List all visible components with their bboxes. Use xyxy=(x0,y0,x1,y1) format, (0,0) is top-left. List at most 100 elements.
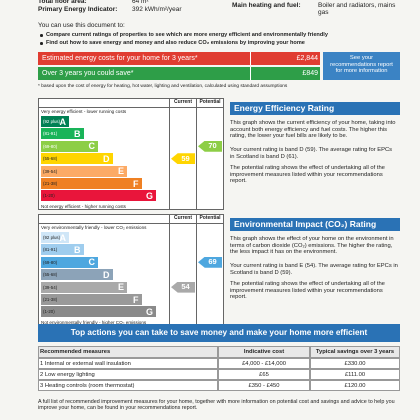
band-letter: D xyxy=(103,269,110,280)
property-label: Primary Energy Indicator: xyxy=(38,6,118,13)
table-cell xyxy=(38,346,218,358)
intro-bullet: Compare current ratings of properties to… xyxy=(46,32,328,38)
table-cell xyxy=(310,369,400,380)
table-header: Typical savings over 3 years xyxy=(315,348,395,355)
rating-paragraph: This graph shows the effect of your home… xyxy=(230,236,394,256)
bullet-dot xyxy=(40,34,43,37)
table-text: £65 xyxy=(259,371,269,378)
table-header: Indicative cost xyxy=(243,348,285,355)
band-bar xyxy=(41,232,69,243)
rating-arrow: 54 xyxy=(171,281,195,293)
rating-chart: Current Potential Very environmentally fri… xyxy=(38,214,224,326)
cost-note: See your recommendations report for more… xyxy=(323,52,400,80)
band-letter: E xyxy=(117,282,124,293)
band-range: (92 plus) xyxy=(43,235,61,240)
rating-title-bar xyxy=(230,102,400,115)
band-range: (39-54) xyxy=(43,284,58,290)
rating-paragraph: The potential rating shows the effect of… xyxy=(230,165,385,185)
property-value: 64 m² xyxy=(132,0,149,5)
band-range: (39-54) xyxy=(43,168,58,174)
band-range: (1-20) xyxy=(43,309,55,315)
col-current: Current xyxy=(173,215,193,221)
col-divider xyxy=(169,215,170,325)
table-text: 2 Low energy lighting xyxy=(40,371,95,378)
property-label: Total floor area: xyxy=(38,0,87,5)
cost-value-box xyxy=(250,52,320,65)
rating-title: Energy Efficiency Rating xyxy=(234,102,335,113)
table-cell xyxy=(218,358,310,369)
band-letter: G xyxy=(145,306,153,317)
band-letter: B xyxy=(74,244,81,255)
actions-footer: A full list of recommended improvement m… xyxy=(38,399,395,412)
col-divider xyxy=(196,99,197,209)
band-range: (69-80) xyxy=(43,259,58,265)
table-cell xyxy=(38,369,218,380)
chart-top-text: Very energy efficient - lower running co… xyxy=(41,109,127,114)
rating-title: Environmental Impact (CO₂) Rating xyxy=(234,218,377,229)
rating-title-bar xyxy=(230,218,400,231)
band-letter: B xyxy=(74,128,81,139)
table-cell xyxy=(218,346,310,358)
band-letter: E xyxy=(117,166,124,177)
rating-paragraph: The potential rating shows the effect of… xyxy=(230,281,385,301)
band-letter: D xyxy=(103,153,110,164)
band-range: (69-80) xyxy=(43,143,58,149)
actions-bar xyxy=(38,324,400,342)
band-bar xyxy=(41,256,98,268)
cost-value: £849 xyxy=(302,69,318,77)
heating-value: Boiler and radiators, mains gas xyxy=(318,2,396,17)
table-cell xyxy=(218,369,310,380)
table-text: £111.00 xyxy=(344,371,366,378)
intro-title: You can use this document to: xyxy=(38,22,125,29)
header-divider xyxy=(39,223,223,224)
cost-value-box xyxy=(250,67,320,80)
table-cell xyxy=(310,346,400,358)
chart-bottom-text: Not environmentally friendly - higher CO… xyxy=(41,319,147,325)
band-bar xyxy=(41,116,69,127)
band-range: (92 plus) xyxy=(43,119,61,124)
band-letter: F xyxy=(133,294,139,305)
band-bar xyxy=(41,269,113,281)
table-cell xyxy=(310,358,400,369)
cost-row xyxy=(38,52,320,65)
band-letter: A xyxy=(59,116,67,127)
table-header: Recommended measures xyxy=(40,348,111,355)
chart-bottom-text: Not energy efficient - higher running co… xyxy=(41,203,126,209)
table-cell xyxy=(38,380,218,391)
table-text: 1 Internal or external wall insulation xyxy=(40,360,131,367)
header-divider xyxy=(39,107,223,108)
band-letter: G xyxy=(145,190,153,201)
band-bar xyxy=(41,153,113,165)
col-divider xyxy=(169,99,170,209)
cost-label: Estimated energy costs for your home for… xyxy=(42,54,198,62)
property-value: 392 kWh/m²/year xyxy=(132,6,182,13)
band-letter: C xyxy=(88,141,96,152)
cost-label: Over 3 years you could save* xyxy=(42,69,134,77)
col-current: Current xyxy=(173,99,193,105)
band-bar xyxy=(41,178,142,189)
cost-row xyxy=(38,67,320,80)
band-range: (81-91) xyxy=(43,247,58,253)
table-cell xyxy=(38,358,218,369)
table-cell xyxy=(218,380,310,391)
band-range: (81-91) xyxy=(43,131,58,137)
cost-value: £2,844 xyxy=(296,54,318,62)
rating-paragraph: Your current rating is band E (54). The … xyxy=(230,263,398,276)
band-range: (21-38) xyxy=(43,297,58,302)
actions-title: Top actions you can take to save money a… xyxy=(70,328,368,337)
band-bar xyxy=(41,128,84,140)
cost-footnote: * based upon the cost of energy for heat… xyxy=(38,84,288,89)
band-bar xyxy=(41,281,127,293)
band-bar xyxy=(41,244,84,256)
table-text: £120.00 xyxy=(344,382,366,389)
band-range: (55-68) xyxy=(43,156,58,162)
chart-top-text: Very environmentally friendly - lower CO… xyxy=(41,225,147,230)
band-bar xyxy=(41,190,156,202)
rating-arrow: 59 xyxy=(171,153,195,165)
band-bar xyxy=(41,294,142,305)
band-range: (21-38) xyxy=(43,181,58,186)
rating-arrow: 69 xyxy=(198,256,222,268)
col-potential: Potential xyxy=(199,215,221,221)
table-text: 3 Heating controls (room thermostat) xyxy=(40,382,135,389)
